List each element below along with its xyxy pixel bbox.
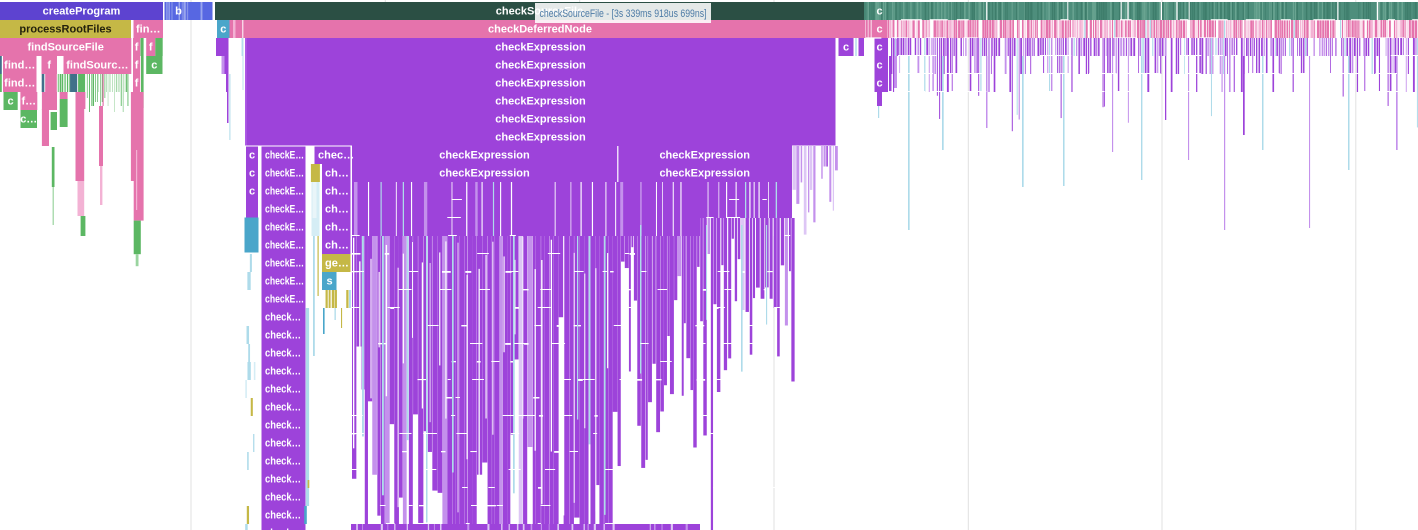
svg-text:processRootFiles: processRootFiles — [19, 24, 111, 36]
svg-text:c: c — [220, 24, 226, 36]
svg-text:checkE…: checkE… — [265, 186, 304, 198]
svg-text:c: c — [876, 6, 882, 18]
svg-text:find…: find… — [4, 60, 35, 72]
svg-text:chec…: chec… — [318, 150, 354, 162]
svg-text:createProgram: createProgram — [43, 6, 121, 18]
svg-text:checkExpression: checkExpression — [659, 168, 750, 180]
svg-text:checkE…: checkE… — [265, 150, 304, 162]
svg-text:checkExpression: checkExpression — [495, 42, 586, 54]
svg-text:checkE…: checkE… — [265, 222, 304, 234]
svg-text:checkE…: checkE… — [265, 294, 304, 306]
svg-text:checkE…: checkE… — [265, 168, 304, 180]
svg-text:checkE…: checkE… — [265, 276, 304, 288]
svg-text:checkE…: checkE… — [265, 240, 304, 252]
svg-text:checkSourceFile - [3s 339ms 91: checkSourceFile - [3s 339ms 918us 699ns] — [540, 8, 707, 20]
svg-text:s: s — [326, 276, 332, 288]
svg-text:c: c — [843, 42, 849, 54]
svg-text:checkExpression: checkExpression — [495, 60, 586, 72]
svg-text:c: c — [151, 60, 157, 72]
svg-text:check…: check… — [265, 420, 301, 432]
svg-text:checkE…: checkE… — [265, 258, 304, 270]
svg-text:checkExpression: checkExpression — [495, 114, 586, 126]
svg-text:ge…: ge… — [325, 258, 349, 270]
svg-text:checkExpression: checkExpression — [659, 150, 750, 162]
svg-text:f: f — [135, 60, 139, 72]
svg-text:checkExpression: checkExpression — [439, 168, 530, 180]
svg-text:c: c — [249, 186, 255, 198]
svg-text:b: b — [175, 6, 182, 18]
svg-text:check…: check… — [265, 384, 301, 396]
svg-text:check…: check… — [265, 492, 301, 504]
svg-text:checkExpression: checkExpression — [439, 150, 530, 162]
svg-text:c: c — [876, 60, 882, 72]
svg-text:check…: check… — [265, 402, 301, 414]
svg-text:check…: check… — [265, 510, 301, 522]
svg-text:check…: check… — [265, 366, 301, 378]
svg-text:ch…: ch… — [325, 204, 349, 216]
svg-text:f: f — [135, 42, 139, 54]
svg-text:f: f — [149, 42, 153, 54]
svg-text:check…: check… — [265, 474, 301, 486]
svg-text:check…: check… — [265, 438, 301, 450]
svg-text:ch…: ch… — [325, 240, 349, 252]
svg-text:check…: check… — [265, 330, 301, 342]
svg-text:findSourc…: findSourc… — [66, 60, 128, 72]
svg-text:f: f — [135, 78, 139, 90]
svg-text:c: c — [8, 96, 14, 108]
svg-text:ch…: ch… — [325, 168, 349, 180]
svg-text:findSourceFile: findSourceFile — [27, 42, 103, 54]
svg-text:c: c — [876, 42, 882, 54]
svg-text:checkE…: checkE… — [265, 204, 304, 216]
svg-text:ch…: ch… — [325, 186, 349, 198]
svg-text:check…: check… — [265, 456, 301, 468]
svg-text:c: c — [876, 24, 882, 36]
svg-text:c: c — [876, 78, 882, 90]
svg-text:c…: c… — [20, 114, 37, 126]
svg-text:ch…: ch… — [325, 222, 349, 234]
svg-text:check…: check… — [265, 312, 301, 324]
svg-text:check…: check… — [265, 348, 301, 360]
svg-text:f…: f… — [22, 96, 37, 108]
svg-text:fin…: fin… — [136, 24, 160, 36]
svg-text:checkExpression: checkExpression — [495, 78, 586, 90]
svg-text:checkExpression: checkExpression — [495, 96, 586, 108]
svg-text:check…: check… — [265, 528, 301, 530]
svg-text:f: f — [47, 60, 51, 72]
svg-text:c: c — [249, 150, 255, 162]
svg-text:checkDeferredNode: checkDeferredNode — [488, 24, 592, 36]
svg-text:checkExpression: checkExpression — [495, 132, 586, 144]
svg-text:c: c — [249, 168, 255, 180]
svg-text:find…: find… — [4, 78, 35, 90]
